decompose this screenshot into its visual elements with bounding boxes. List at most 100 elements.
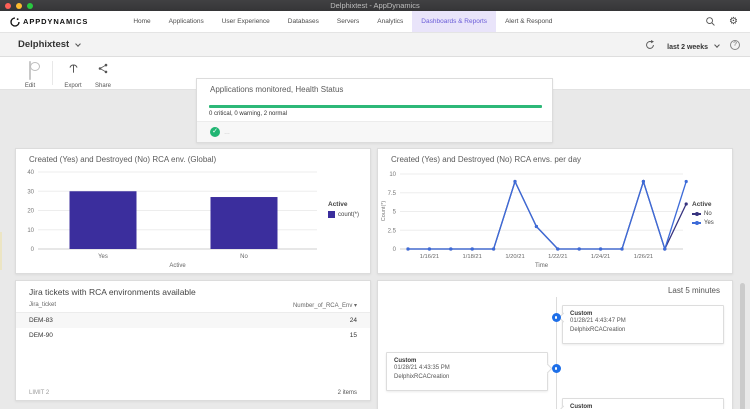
brand[interactable]: APPDYNAMICS [10, 16, 89, 27]
legend-item-no[interactable]: No [692, 211, 714, 217]
legend-swatch [328, 211, 335, 218]
data-point[interactable] [406, 247, 410, 251]
zoom-window-button[interactable] [27, 2, 33, 9]
data-point[interactable] [449, 247, 453, 251]
table-title: Jira tickets with RCA environments avail… [29, 287, 196, 297]
chevron-down-icon [75, 40, 82, 47]
event-card[interactable]: Custom 01/28/21 4:43:47 PM DelphixRCACreat… [562, 305, 724, 344]
table-header-row: Jira_ticket Number_of_RCA_Env ▾ [16, 302, 370, 313]
line-series-yes [408, 179, 687, 252]
nav-item-alert-respond[interactable]: Alert & Respond [505, 18, 553, 25]
nav-items: Home Applications User Experience Databases… [124, 11, 561, 32]
nav-item-servers[interactable]: Servers [336, 18, 360, 25]
close-window-button[interactable] [5, 2, 11, 9]
export-icon [68, 64, 78, 73]
table-row[interactable]: DEM-83 24 [16, 313, 370, 328]
svg-text:No: No [240, 254, 248, 260]
health-panel-footer: ✓ … [197, 121, 552, 142]
data-point[interactable] [663, 247, 667, 251]
appdynamics-logo-icon [10, 16, 20, 27]
data-point[interactable] [684, 202, 688, 206]
edit-toggle[interactable] [29, 61, 40, 80]
health-footer-note: … [224, 130, 230, 136]
share-button[interactable]: Share [90, 62, 116, 89]
nav-item-databases[interactable]: Databases [287, 18, 319, 25]
health-status-text: 0 critical, 0 warning, 2 normal [209, 111, 288, 117]
gear-icon[interactable]: ⚙ [729, 15, 738, 27]
column-header-jira_ticket[interactable]: Jira_ticket [29, 302, 57, 308]
line-legend: Active No Yes [692, 201, 714, 226]
event-node[interactable] [552, 313, 561, 322]
time-range-dropdown[interactable]: last 2 weeks [667, 36, 720, 54]
event-card[interactable]: Custom 01/28/21 4:43:35 PM DelphixRCACreat… [386, 352, 548, 391]
dashboard-name-dropdown[interactable]: Delphixtest [18, 39, 70, 50]
svg-text:1/20/21: 1/20/21 [505, 254, 524, 260]
data-point[interactable] [427, 247, 431, 251]
top-navbar: APPDYNAMICS Home Applications User Experie… [0, 11, 750, 33]
check-circle-icon[interactable]: ✓ [210, 127, 220, 137]
export-button[interactable]: Export [58, 62, 88, 89]
page-scrollbar[interactable] [740, 283, 745, 409]
svg-text:30: 30 [27, 189, 34, 195]
table-body: DEM-83 24 DEM-90 15 [16, 313, 370, 343]
health-bar [209, 105, 542, 108]
line-chart-title: Created (Yes) and Destroyed (No) RCA env… [391, 155, 582, 164]
events-panel: Last 5 minutes Custom 01/28/21 4:43:47 PM… [377, 280, 733, 409]
legend-item-count[interactable]: count(*) [328, 211, 359, 218]
health-panel-title: Applications monitored, Health Status [210, 85, 344, 94]
legend-title: Active [328, 201, 348, 208]
chevron-down-icon [714, 41, 720, 48]
line-legend-items: No Yes [692, 211, 714, 226]
svg-text:Time: Time [535, 263, 549, 269]
jira-table-panel: Jira tickets with RCA environments avail… [15, 280, 371, 401]
svg-text:0: 0 [393, 247, 397, 253]
data-point[interactable] [492, 247, 496, 251]
data-point[interactable] [513, 179, 517, 184]
data-point[interactable] [577, 247, 581, 251]
svg-text:10: 10 [27, 228, 34, 234]
data-point[interactable] [684, 179, 688, 184]
line-series-no [408, 179, 687, 251]
table-row[interactable]: DEM-90 15 [29, 332, 357, 339]
svg-text:20: 20 [27, 209, 34, 215]
column-header-number_of_rca_env[interactable]: Number_of_RCA_Env ▾ [292, 303, 357, 309]
dashboard-subheader: Delphixtest last 2 weeks ? [0, 33, 750, 57]
svg-text:Count(*): Count(*) [381, 201, 387, 222]
data-point[interactable] [470, 247, 474, 251]
refresh-icon[interactable] [644, 39, 656, 51]
event-node[interactable] [552, 364, 561, 373]
health-status-panel: Applications monitored, Health Status 0 … [196, 78, 553, 143]
data-point[interactable] [599, 247, 603, 251]
svg-text:2.5: 2.5 [388, 228, 397, 234]
minimize-window-button[interactable] [16, 2, 22, 9]
legend-title: Active [692, 201, 712, 208]
legend-label: count(*) [338, 211, 360, 218]
legend-item-yes[interactable]: Yes [692, 220, 714, 226]
share-label: Share [94, 83, 111, 89]
nav-item-dashboards-reports[interactable]: Dashboards & Reports [412, 11, 497, 32]
data-point[interactable] [620, 247, 624, 251]
bar-chart-title: Created (Yes) and Destroyed (No) RCA env… [29, 155, 217, 164]
event-type: Custom [394, 358, 417, 364]
data-point[interactable] [641, 179, 645, 184]
svg-text:7.5: 7.5 [388, 191, 397, 197]
svg-text:Yes: Yes [98, 254, 108, 260]
event-type: Custom [570, 404, 593, 409]
nav-item-user-experience[interactable]: User Experience [221, 18, 270, 25]
search-icon[interactable] [705, 16, 716, 27]
svg-text:1/24/21: 1/24/21 [591, 254, 610, 260]
bar-chart-panel: Created (Yes) and Destroyed (No) RCA env… [15, 148, 371, 274]
nav-item-applications[interactable]: Applications [168, 18, 204, 25]
nav-item-home[interactable]: Home [133, 18, 151, 25]
help-icon[interactable]: ? [730, 39, 740, 50]
svg-text:40: 40 [27, 170, 34, 176]
bar-yes[interactable] [69, 191, 137, 249]
bar-no[interactable] [210, 197, 278, 249]
data-point[interactable] [556, 247, 560, 251]
svg-text:Active: Active [169, 263, 186, 269]
nav-item-analytics[interactable]: Analytics [377, 18, 404, 25]
edit-toggle-group: Edit [12, 61, 48, 89]
event-card[interactable]: Custom [562, 398, 724, 409]
data-point[interactable] [534, 224, 538, 229]
brand-name: APPDYNAMICS [23, 17, 89, 26]
